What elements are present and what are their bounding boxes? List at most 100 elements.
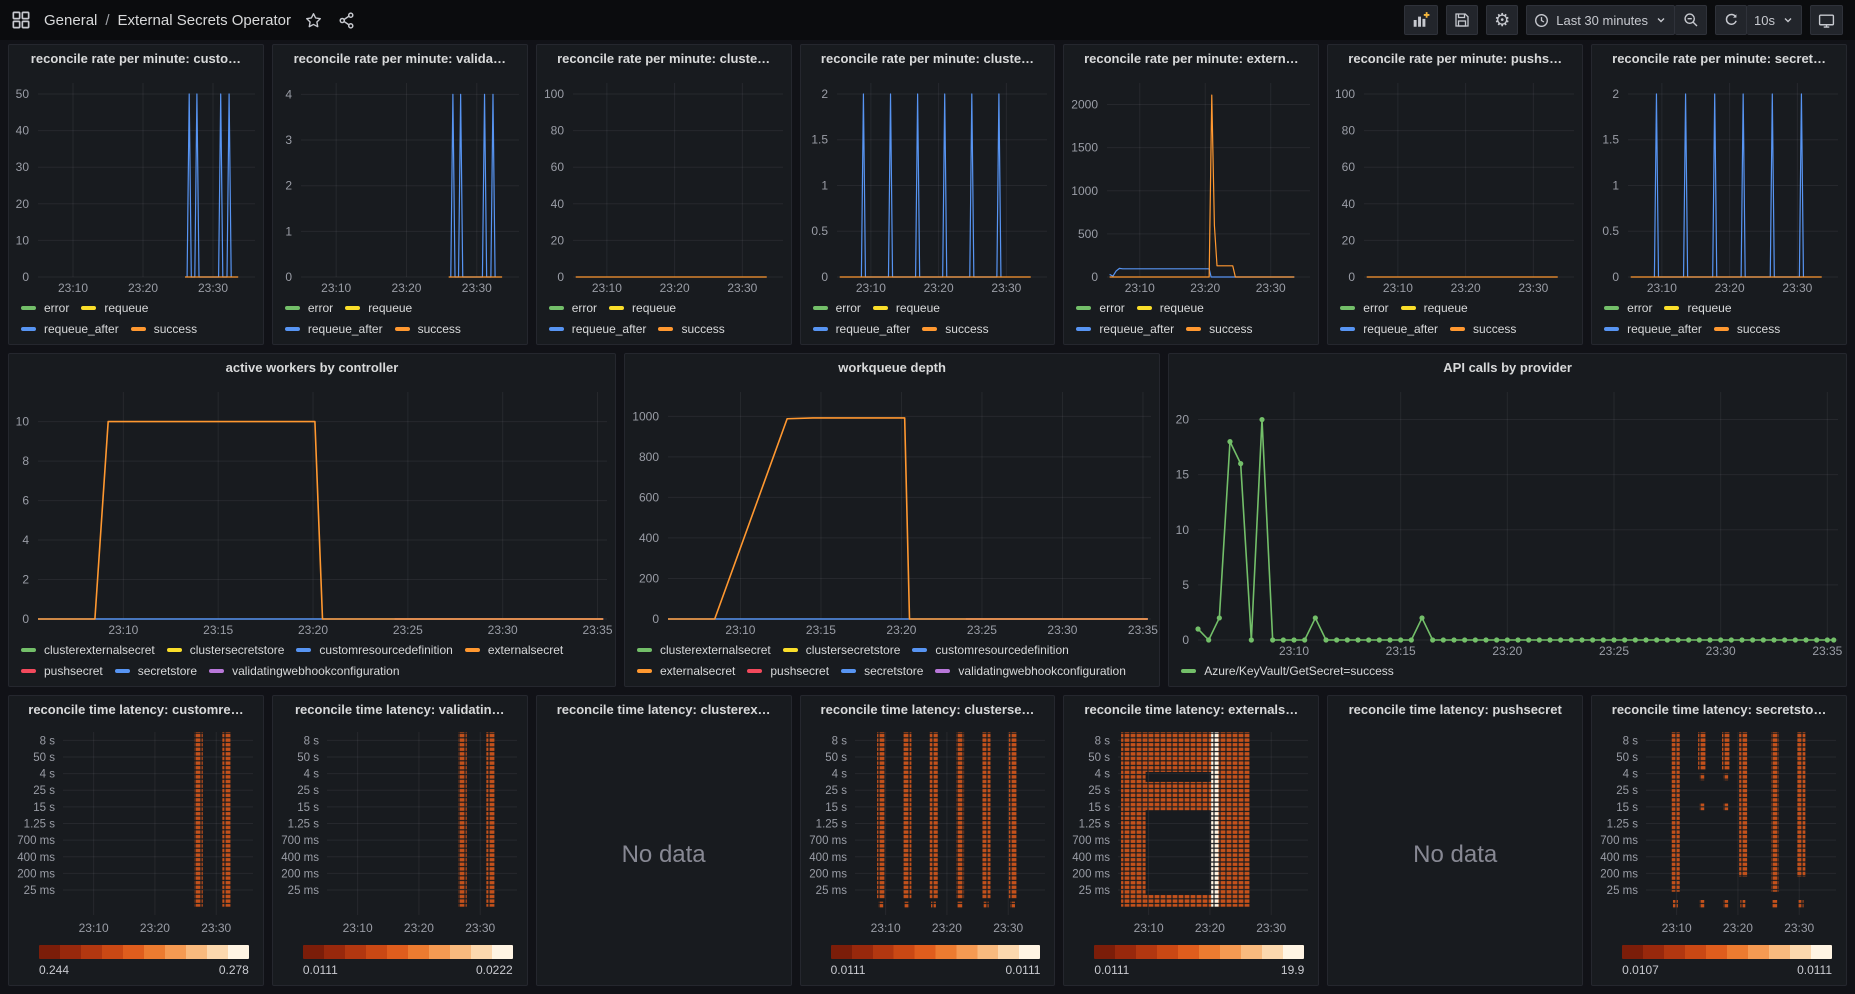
svg-text:0: 0 [1092, 270, 1099, 284]
legend-item-requeue[interactable]: requeue [81, 301, 148, 315]
panel-title[interactable]: reconcile time latency: clusterex… [556, 702, 771, 717]
legend-item-requeue[interactable]: requeue [1136, 301, 1204, 315]
cycle-view-mode-button[interactable] [1810, 5, 1843, 35]
save-dashboard-button[interactable] [1446, 5, 1479, 35]
legend-item-azure-keyvault-getsecret-success[interactable]: Azure/KeyVault/GetSecret=success [1181, 664, 1394, 678]
panel-title[interactable]: API calls by provider [1443, 360, 1572, 375]
panel-title[interactable]: reconcile time latency: clusterse… [820, 702, 1035, 717]
legend-item-clustersecretstore[interactable]: clustersecretstore [166, 643, 284, 657]
legend-item-error[interactable]: error [812, 301, 861, 315]
legend-label: clusterexternalsecret [44, 643, 155, 657]
panel-title[interactable]: reconcile rate per minute: valida… [293, 51, 506, 66]
legend-item-validatingwebhookconfiguration[interactable]: validatingwebhookconfiguration [209, 664, 400, 678]
legend-item-error[interactable]: error [284, 301, 333, 315]
heatmap-chart[interactable]: 8 s 50 s 4 s 25 s 15 s 1.25 s 700 ms 400 ms 200 … [273, 724, 527, 939]
legend-item-requeue[interactable]: requeue [1400, 301, 1468, 315]
panel-title[interactable]: reconcile time latency: customre… [28, 702, 244, 717]
timeseries-chart[interactable]: 23:10 23:15 23:20 23:25 23:30 23:35 0 5 10 15 20 [1169, 382, 1846, 662]
favorite-star-button[interactable] [303, 10, 324, 31]
timeseries-chart[interactable]: 23:10 23:20 23:30 0 20 40 60 80 100 [537, 73, 791, 299]
heatmap-chart[interactable]: 8 s 50 s 4 s 25 s 15 s 1.25 s 700 ms 400 ms 200 … [9, 724, 263, 939]
timeseries-chart[interactable]: 23:10 23:20 23:30 0 0.5 1 1.5 2 [1592, 73, 1846, 299]
panel-title[interactable]: reconcile rate per minute: pushs… [1348, 51, 1563, 66]
legend-item-clustersecretstore[interactable]: clustersecretstore [782, 643, 900, 657]
time-range-picker[interactable]: Last 30 minutes [1526, 5, 1676, 35]
legend-item-success[interactable]: success [1450, 322, 1516, 336]
legend-item-customresourcedefinition[interactable]: customresourcedefinition [912, 643, 1069, 657]
apps-grid-button[interactable] [10, 9, 32, 31]
breadcrumb-folder[interactable]: General [44, 11, 98, 29]
legend-item-requeue[interactable]: requeue [1664, 301, 1732, 315]
svg-text:700 ms: 700 ms [281, 835, 319, 847]
panel-title[interactable]: reconcile time latency: validatin… [295, 702, 505, 717]
svg-text:1: 1 [285, 224, 292, 238]
legend-item-pushsecret[interactable]: pushsecret [747, 664, 829, 678]
legend-item-secretstore[interactable]: secretstore [841, 664, 923, 678]
legend-item-requeue-after[interactable]: requeue_after [1076, 322, 1174, 336]
svg-text:1.25 s: 1.25 s [288, 819, 320, 831]
panel-title[interactable]: active workers by controller [225, 360, 399, 375]
legend-swatch [296, 648, 312, 652]
legend-item-validatingwebhookconfiguration[interactable]: validatingwebhookconfiguration [935, 664, 1126, 678]
legend-item-success[interactable]: success [922, 322, 989, 336]
breadcrumb: General / External Secrets Operator [44, 12, 291, 29]
zoom-out-time-button[interactable] [1675, 5, 1708, 35]
legend-item-requeue[interactable]: requeue [345, 301, 412, 315]
legend-item-externalsecret[interactable]: externalsecret [464, 643, 563, 657]
svg-text:2000: 2000 [1072, 98, 1099, 112]
legend-item-customresourcedefinition[interactable]: customresourcedefinition [296, 643, 453, 657]
panel-title[interactable]: reconcile rate per minute: cluste… [820, 51, 1035, 66]
legend-item-externalsecret[interactable]: externalsecret [636, 664, 735, 678]
legend-item-success[interactable]: success [1186, 322, 1253, 336]
panel-title[interactable]: reconcile rate per minute: cluste… [557, 51, 771, 66]
refresh-button[interactable] [1715, 5, 1748, 35]
svg-text:50 s: 50 s [1089, 752, 1111, 764]
timeseries-chart[interactable]: 23:10 23:20 23:30 0 0.5 1 1.5 2 [801, 73, 1055, 299]
legend-swatch [812, 327, 828, 331]
heatmap-chart[interactable]: 8 s 50 s 4 s 25 s 15 s 1.25 s 700 ms 400 ms 200 … [1592, 724, 1846, 939]
legend-item-success[interactable]: success [394, 322, 461, 336]
legend-item-error[interactable]: error [1076, 301, 1125, 315]
heatmap-chart[interactable]: 8 s 50 s 4 s 25 s 15 s 1.25 s 700 ms 400 ms 200 … [1064, 724, 1318, 939]
svg-text:200 ms: 200 ms [17, 868, 55, 880]
legend-item-clusterexternalsecret[interactable]: clusterexternalsecret [21, 643, 155, 657]
legend-swatch [922, 327, 938, 331]
refresh-interval-picker[interactable]: 10s [1747, 5, 1802, 35]
page-title[interactable]: External Secrets Operator [117, 11, 291, 29]
legend-item-error[interactable]: error [21, 301, 69, 315]
dashboard-settings-button[interactable]: ⚙ [1486, 5, 1519, 35]
timeseries-chart[interactable]: 23:10 23:20 23:30 0 20 40 60 80 100 [1328, 73, 1582, 299]
panel-title[interactable]: reconcile time latency: pushsecret [1348, 702, 1562, 717]
heatmap-chart[interactable]: 8 s 50 s 4 s 25 s 15 s 1.25 s 700 ms 400 ms 200 … [801, 724, 1055, 939]
add-panel-button[interactable] [1404, 5, 1439, 35]
legend-item-requeue-after[interactable]: requeue_after [548, 322, 646, 336]
legend-item-success[interactable]: success [658, 322, 725, 336]
legend-item-error[interactable]: error [548, 301, 597, 315]
share-dashboard-button[interactable] [336, 10, 357, 31]
timeseries-chart[interactable]: 23:10 23:15 23:20 23:25 23:30 23:35 0 200 400 600… [625, 382, 1159, 641]
legend-item-requeue-after[interactable]: requeue_after [284, 322, 383, 336]
legend-item-requeue-after[interactable]: requeue_after [812, 322, 910, 336]
legend-item-pushsecret[interactable]: pushsecret [21, 664, 103, 678]
legend-item-requeue-after[interactable]: requeue_after [21, 322, 119, 336]
panel-title[interactable]: reconcile rate per minute: custo… [30, 51, 242, 66]
panel-title[interactable]: reconcile time latency: externals… [1084, 702, 1299, 717]
timeseries-chart[interactable]: 23:10 23:20 23:30 0 500 1000 1500 2000 [1064, 73, 1318, 299]
legend-item-error[interactable]: error [1604, 301, 1652, 315]
panel-title[interactable]: reconcile rate per minute: secret… [1612, 51, 1826, 66]
legend-item-error[interactable]: error [1340, 301, 1389, 315]
panel-title[interactable]: reconcile rate per minute: extern… [1084, 51, 1299, 66]
panel-title[interactable]: reconcile time latency: secretsto… [1611, 702, 1827, 717]
legend-item-secretstore[interactable]: secretstore [114, 664, 197, 678]
timeseries-chart[interactable]: 23:10 23:20 23:30 0 10 20 30 40 50 [9, 73, 263, 299]
legend-item-requeue[interactable]: requeue [872, 301, 940, 315]
legend-item-requeue-after[interactable]: requeue_after [1604, 322, 1702, 336]
timeseries-chart[interactable]: 23:10 23:20 23:30 0 1 2 3 4 [273, 73, 527, 299]
legend-item-clusterexternalsecret[interactable]: clusterexternalsecret [636, 643, 771, 657]
timeseries-chart[interactable]: 23:10 23:15 23:20 23:25 23:30 23:35 0 2 4 6 8 10 [9, 382, 615, 641]
legend-item-success[interactable]: success [130, 322, 197, 336]
legend-item-requeue-after[interactable]: requeue_after [1340, 322, 1438, 336]
legend-item-success[interactable]: success [1713, 322, 1780, 336]
panel-title[interactable]: workqueue depth [838, 360, 946, 375]
legend-item-requeue[interactable]: requeue [609, 301, 676, 315]
